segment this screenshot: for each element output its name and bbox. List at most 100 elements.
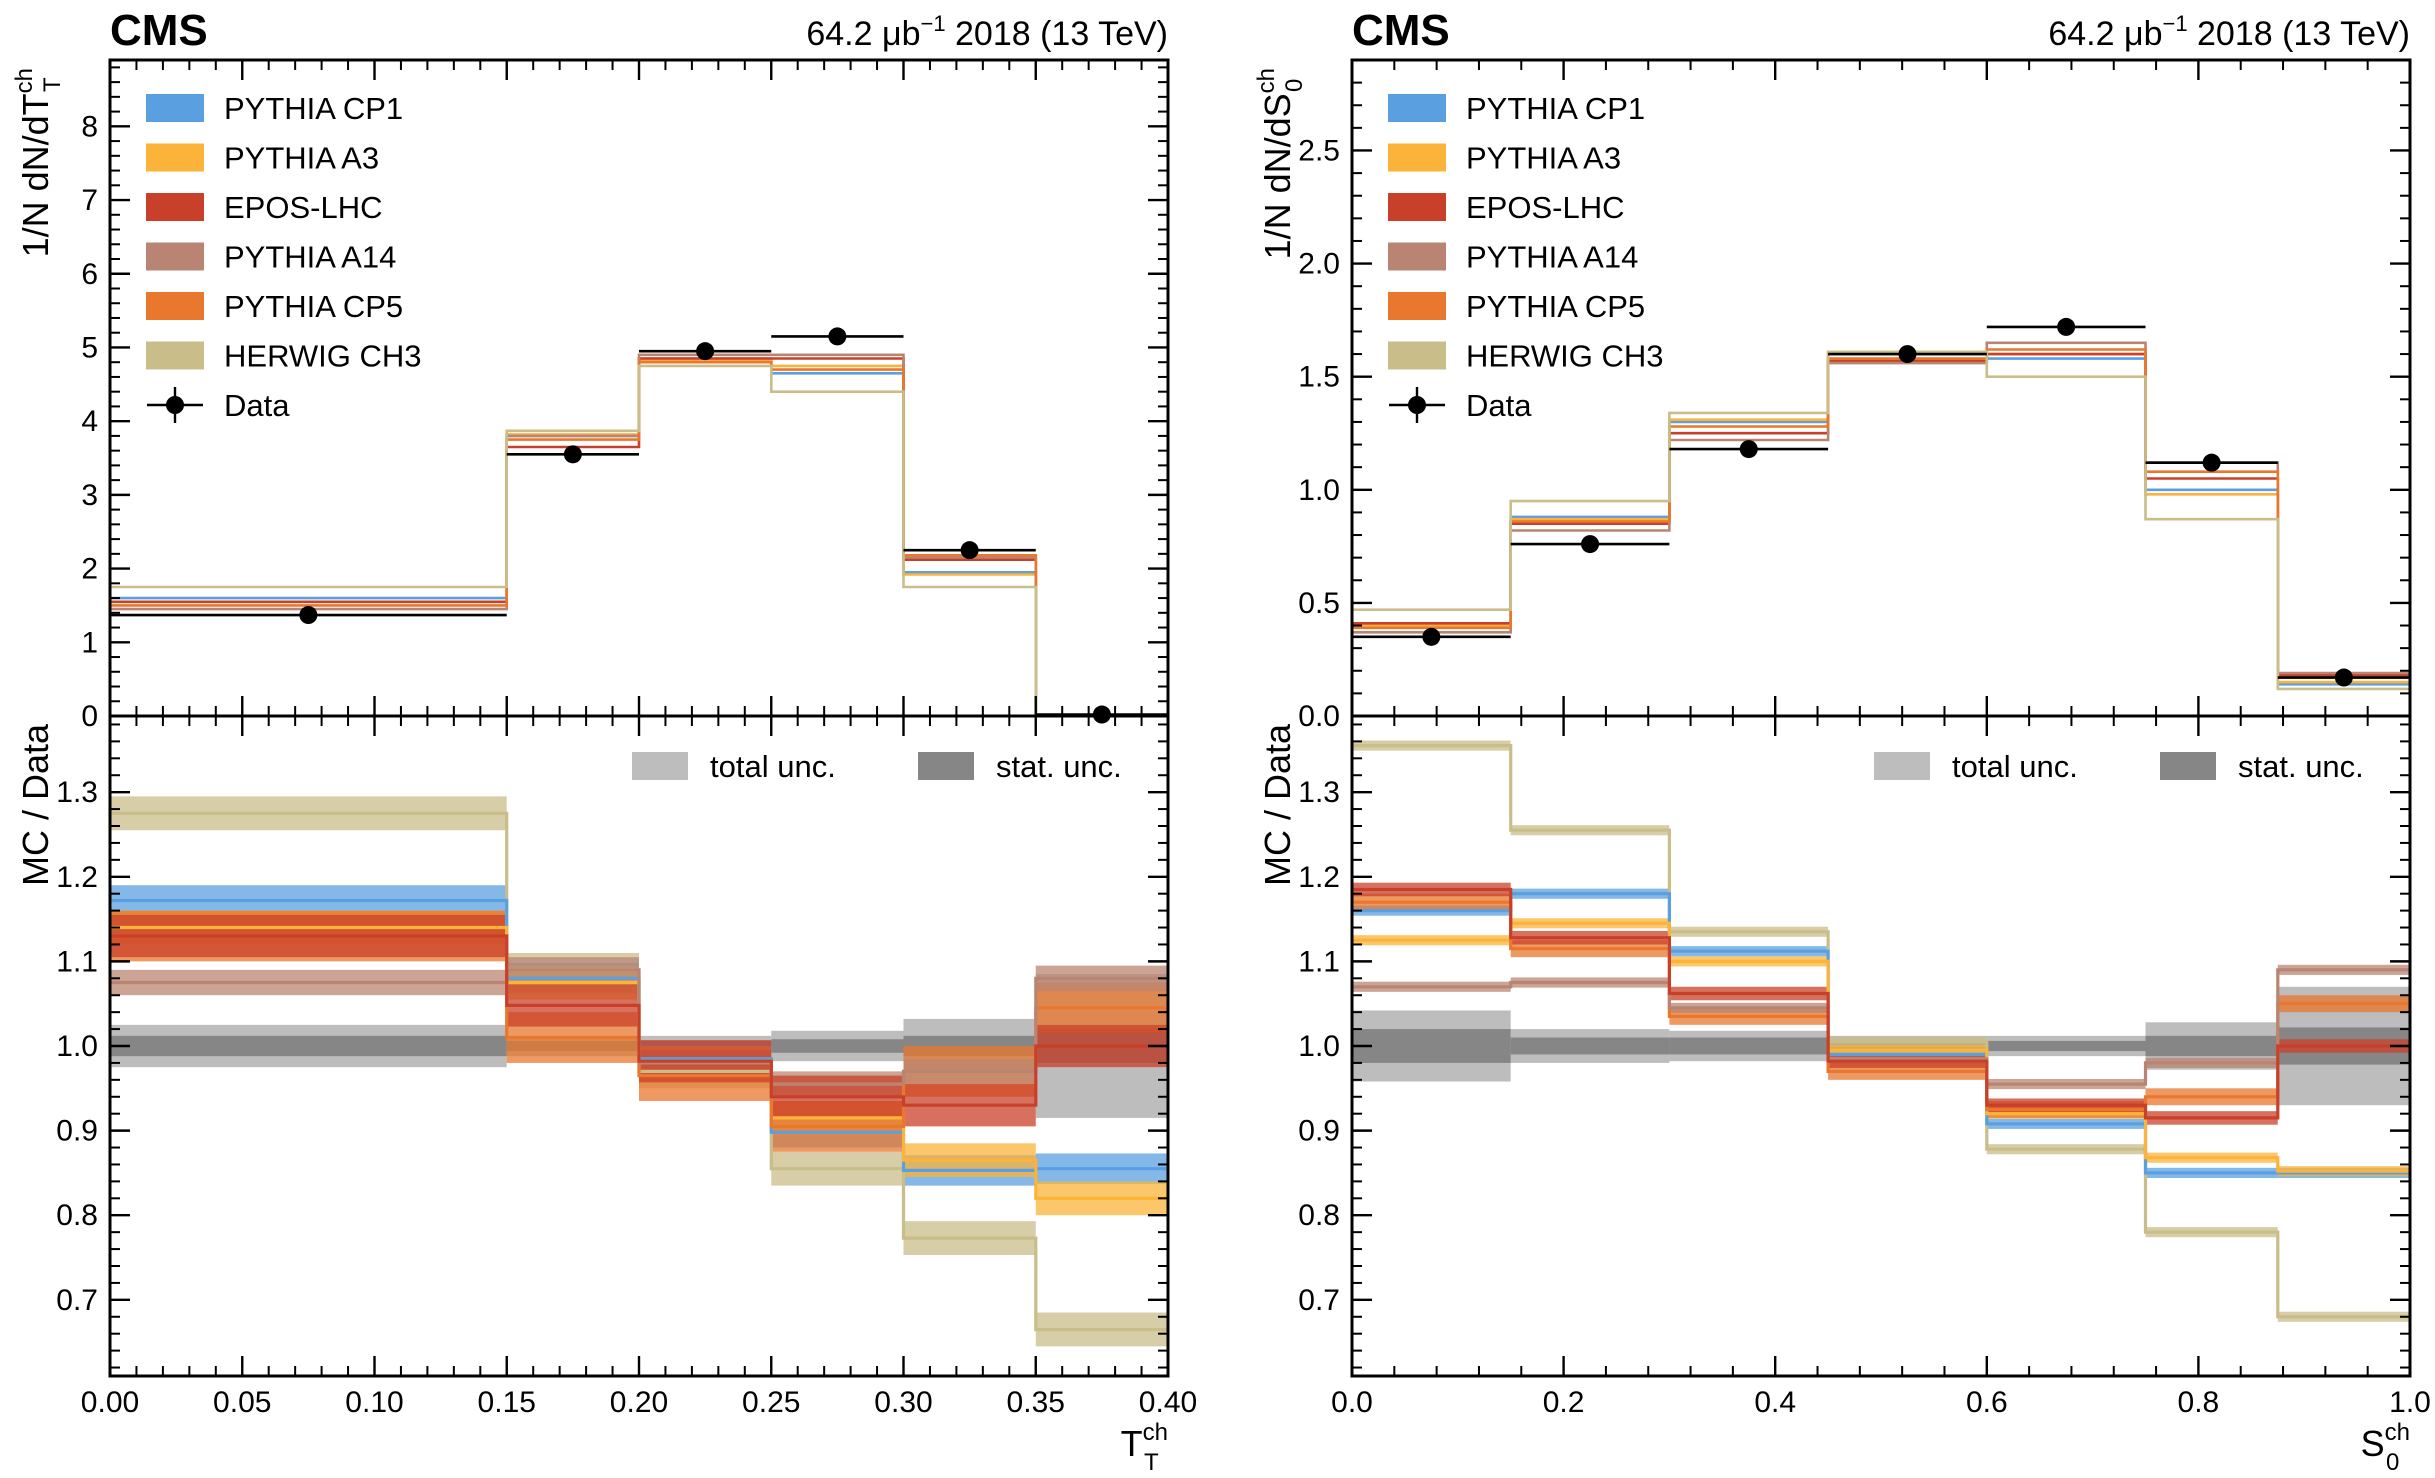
x-axis-label-sub: T xyxy=(1144,1449,1159,1476)
ratio-line-pythia-a3 xyxy=(1352,921,2410,1173)
data-point xyxy=(2202,453,2221,472)
legend-swatch-pythia-cp1 xyxy=(1388,94,1446,122)
x-tick-label: 0.35 xyxy=(1007,1386,1065,1419)
y-top-tick-label: 2 xyxy=(81,553,98,586)
legend-label: PYTHIA CP1 xyxy=(1466,91,1645,126)
data-point xyxy=(1581,535,1600,554)
x-tick-label: 0.30 xyxy=(874,1386,932,1419)
legend-swatch-pythia-cp1 xyxy=(146,94,204,122)
x-axis-label-sup: ch xyxy=(1143,1419,1168,1446)
y-bottom-tick-label: 0.8 xyxy=(56,1199,98,1232)
y-bottom-tick-label: 1.1 xyxy=(56,945,98,978)
y-top-tick-label: 8 xyxy=(81,110,98,143)
y-top-tick-label: 2.5 xyxy=(1298,134,1340,167)
top-histogram-herwig-ch3 xyxy=(110,364,1168,718)
legend-swatch-total-unc- xyxy=(1874,752,1930,780)
y-bottom-tick-label: 0.8 xyxy=(1298,1199,1340,1232)
x-axis-label-sub: 0 xyxy=(2386,1449,2399,1476)
ratio-line-herwig-ch3 xyxy=(1352,744,2410,1319)
x-tick-label: 0.00 xyxy=(81,1386,139,1419)
y-top-axis-label-main: 1/N dN/dT xyxy=(15,93,56,257)
stat-unc-band xyxy=(1352,1029,1511,1063)
y-top-axis-label: 1/N dN/dSch0 xyxy=(1253,68,1308,259)
lumi-value: 64.2 μb xyxy=(806,15,920,53)
data-point xyxy=(563,445,582,464)
x-axis-label: Tch T xyxy=(1121,1419,1168,1476)
luminosity-label: 64.2 μb−1 2018 (13 TeV) xyxy=(2048,11,2410,53)
x-tick-label: 0.4 xyxy=(1754,1386,1796,1419)
x-tick-label: 1.0 xyxy=(2389,1386,2431,1419)
right-panel: 0.0 0.2 0.4 0.6 0.8 1.0 0.0 0.5 1.0 1.5 2.0 2.5 0.7 0… xyxy=(1253,6,2431,1476)
data-point xyxy=(696,342,715,361)
y-top-tick-label: 4 xyxy=(81,405,98,438)
x-tick-label: 0.6 xyxy=(1966,1386,2008,1419)
data-point xyxy=(960,541,979,560)
legend-swatch-pythia-a3 xyxy=(1388,143,1446,172)
experiment-label: CMS xyxy=(110,6,208,55)
legend-label: stat. unc. xyxy=(996,749,1122,784)
legend-label: PYTHIA CP5 xyxy=(224,289,403,324)
legend-label: PYTHIA CP5 xyxy=(1466,289,1645,324)
lumi-value: 64.2 μb xyxy=(2048,15,2162,53)
x-tick-label: 0.10 xyxy=(345,1386,403,1419)
y-bottom-tick-label: 1.3 xyxy=(1298,776,1340,809)
legend-label: Data xyxy=(224,388,290,423)
y-top-axis-label-sub: 0 xyxy=(1281,79,1308,92)
x-tick-label: 0.05 xyxy=(213,1386,271,1419)
legend-label: HERWIG CH3 xyxy=(1466,339,1664,374)
y-bottom-tick-label: 1.3 xyxy=(56,776,98,809)
legend-label: Data xyxy=(1466,388,1532,423)
y-bottom-tick-label: 0.9 xyxy=(56,1115,98,1148)
legend-label: PYTHIA A3 xyxy=(224,141,379,176)
legend-swatch-pythia-cp5 xyxy=(1388,292,1446,320)
data-point xyxy=(2334,668,2353,687)
ratio-line-epos-lhc xyxy=(1352,887,2410,1120)
data-point xyxy=(2057,317,2076,336)
legend-swatch-pythia-a14 xyxy=(146,242,204,271)
y-top-tick-label: 6 xyxy=(81,258,98,291)
legend-data-marker xyxy=(166,396,184,414)
legend-swatch-pythia-cp5 xyxy=(146,292,204,320)
legend-label: PYTHIA A3 xyxy=(1466,141,1621,176)
x-tick-label: 0.2 xyxy=(1543,1386,1585,1419)
x-tick-label: 0.8 xyxy=(2178,1386,2220,1419)
lumi-tail: 2018 (13 TeV) xyxy=(2188,15,2410,53)
stat-unc-band xyxy=(110,1035,507,1057)
y-bottom-tick-label: 1.0 xyxy=(1298,1030,1340,1063)
x-tick-label: 0.40 xyxy=(1139,1386,1197,1419)
y-bottom-tick-label: 1.0 xyxy=(56,1030,98,1063)
legend-swatch-stat-unc- xyxy=(2160,752,2216,780)
ratio-line-pythia-cp5 xyxy=(1352,900,2410,1112)
y-top-tick-label: 1.5 xyxy=(1298,361,1340,394)
legend-label: total unc. xyxy=(1952,749,2078,784)
legend-data-marker xyxy=(1408,396,1426,414)
y-bottom-tick-label: 1.2 xyxy=(1298,861,1340,894)
lumi-exponent: −1 xyxy=(920,11,945,36)
data-point xyxy=(1739,440,1758,459)
legend-label: HERWIG CH3 xyxy=(224,339,422,374)
legend-swatch-pythia-a14 xyxy=(1388,242,1446,271)
data-point xyxy=(1898,345,1917,364)
y-top-tick-label: 0.0 xyxy=(1298,700,1340,733)
legend-swatch-total-unc- xyxy=(632,752,688,780)
stat-unc-band xyxy=(1510,1037,1670,1055)
x-tick-label: 0.0 xyxy=(1331,1386,1373,1419)
legend-label: EPOS-LHC xyxy=(1466,190,1624,225)
y-bottom-tick-label: 1.2 xyxy=(56,861,98,894)
y-top-tick-label: 5 xyxy=(81,331,98,364)
left-panel: 0.00 0.05 0.10 0.15 0.20 0.25 0.30 0.35 0.40 0 1 2 3… xyxy=(11,6,1197,1476)
lumi-exponent: −1 xyxy=(2162,11,2187,36)
stat-unc-band xyxy=(1669,1037,1829,1055)
luminosity-label: 64.2 μb−1 2018 (13 TeV) xyxy=(806,11,1168,53)
stat-unc-band xyxy=(771,1039,904,1053)
ratio-line-epos-lhc xyxy=(110,934,1168,1107)
legend-label: PYTHIA A14 xyxy=(1466,240,1638,275)
data-point xyxy=(828,327,847,346)
y-top-axis-label-sup: ch xyxy=(11,68,38,93)
y-top-tick-label: 0.5 xyxy=(1298,587,1340,620)
y-bottom-tick-label: 0.9 xyxy=(1298,1115,1340,1148)
y-top-axis-label-main: 1/N dN/dS xyxy=(1257,93,1298,259)
x-tick-label: 0.25 xyxy=(742,1386,800,1419)
legend-label: total unc. xyxy=(710,749,836,784)
